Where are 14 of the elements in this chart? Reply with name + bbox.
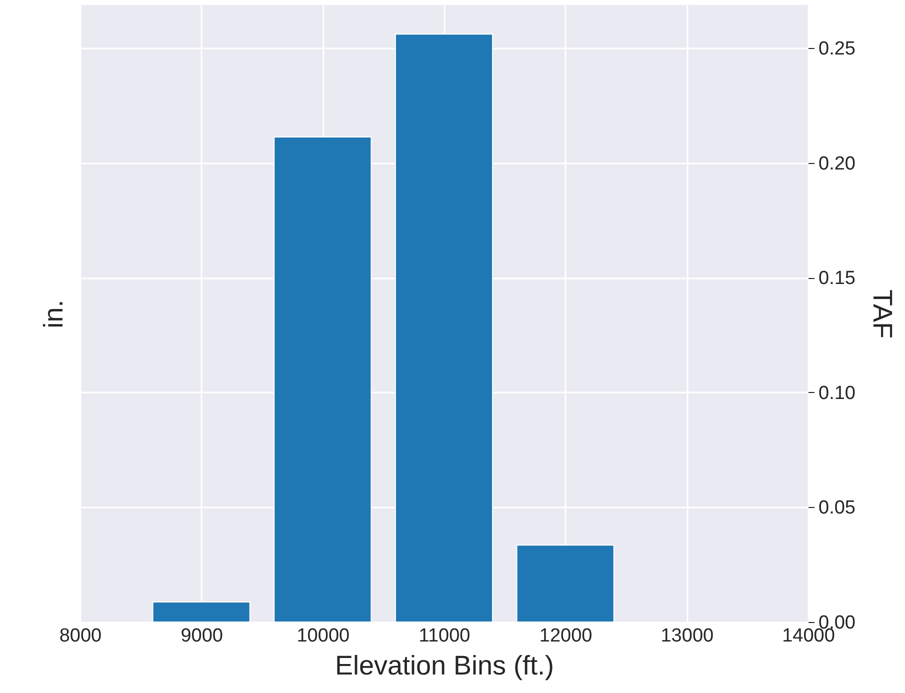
y2-tick-label: 0.15 [818,268,856,290]
y2-axis-title: TAF [867,290,898,338]
x-axis-title: Elevation Bins (ft.) [334,650,554,680]
y2-tick-label: 0.20 [818,153,856,174]
x-tick-label: 10000 [296,626,350,646]
y2-tick-label: 0.05 [818,498,856,519]
y2-tick-label: 0.10 [818,382,856,404]
x-tick-label: 13000 [660,626,714,646]
y-axis-title: in. [38,300,68,328]
x-tick-label: 12000 [539,626,592,646]
x-tick-label: 11000 [418,626,470,646]
y2-tick-label: 0.25 [818,38,856,60]
x-tick-label: 9000 [180,626,223,646]
x-tick-label: 8000 [59,626,102,646]
